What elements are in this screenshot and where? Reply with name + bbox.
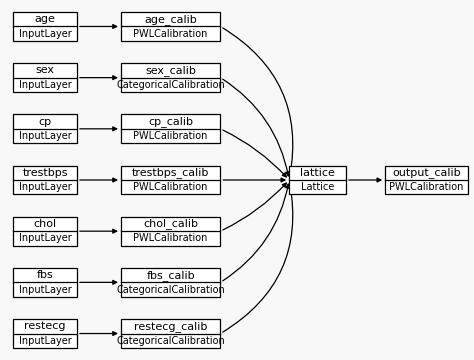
Text: lattice: lattice: [300, 168, 335, 178]
Text: chol_calib: chol_calib: [143, 219, 198, 229]
Text: CategoricalCalibration: CategoricalCalibration: [116, 285, 225, 294]
Text: CategoricalCalibration: CategoricalCalibration: [116, 336, 225, 346]
FancyBboxPatch shape: [13, 217, 77, 246]
FancyBboxPatch shape: [121, 114, 220, 143]
Text: InputLayer: InputLayer: [18, 131, 72, 141]
FancyBboxPatch shape: [121, 268, 220, 297]
Text: output_calib: output_calib: [392, 167, 461, 178]
Text: InputLayer: InputLayer: [18, 80, 72, 90]
Text: fbs: fbs: [36, 270, 54, 280]
FancyBboxPatch shape: [289, 166, 346, 194]
Text: sex: sex: [36, 66, 55, 75]
Text: age: age: [35, 14, 55, 24]
Text: restecg_calib: restecg_calib: [134, 321, 207, 332]
FancyBboxPatch shape: [13, 114, 77, 143]
Text: InputLayer: InputLayer: [18, 29, 72, 39]
Text: fbs_calib: fbs_calib: [146, 270, 195, 280]
Text: cp: cp: [38, 117, 52, 127]
Text: age_calib: age_calib: [144, 14, 197, 25]
Text: cp_calib: cp_calib: [148, 116, 193, 127]
Text: InputLayer: InputLayer: [18, 285, 72, 294]
FancyBboxPatch shape: [13, 319, 77, 348]
Text: PWLCalibration: PWLCalibration: [134, 233, 208, 243]
Text: restecg: restecg: [24, 321, 66, 331]
Text: trestbps_calib: trestbps_calib: [132, 167, 210, 178]
FancyBboxPatch shape: [13, 268, 77, 297]
FancyBboxPatch shape: [121, 12, 220, 41]
Text: PWLCalibration: PWLCalibration: [390, 182, 464, 192]
Text: PWLCalibration: PWLCalibration: [134, 29, 208, 39]
Text: sex_calib: sex_calib: [145, 65, 196, 76]
Text: PWLCalibration: PWLCalibration: [134, 182, 208, 192]
FancyBboxPatch shape: [121, 319, 220, 348]
FancyBboxPatch shape: [13, 12, 77, 41]
FancyBboxPatch shape: [13, 166, 77, 194]
Text: InputLayer: InputLayer: [18, 233, 72, 243]
Text: chol: chol: [34, 219, 56, 229]
Text: InputLayer: InputLayer: [18, 336, 72, 346]
FancyBboxPatch shape: [13, 63, 77, 92]
Text: trestbps: trestbps: [22, 168, 68, 178]
Text: CategoricalCalibration: CategoricalCalibration: [116, 80, 225, 90]
Text: PWLCalibration: PWLCalibration: [134, 131, 208, 141]
FancyBboxPatch shape: [385, 166, 468, 194]
Text: InputLayer: InputLayer: [18, 182, 72, 192]
FancyBboxPatch shape: [121, 166, 220, 194]
FancyBboxPatch shape: [121, 217, 220, 246]
FancyBboxPatch shape: [121, 63, 220, 92]
Text: Lattice: Lattice: [301, 182, 334, 192]
